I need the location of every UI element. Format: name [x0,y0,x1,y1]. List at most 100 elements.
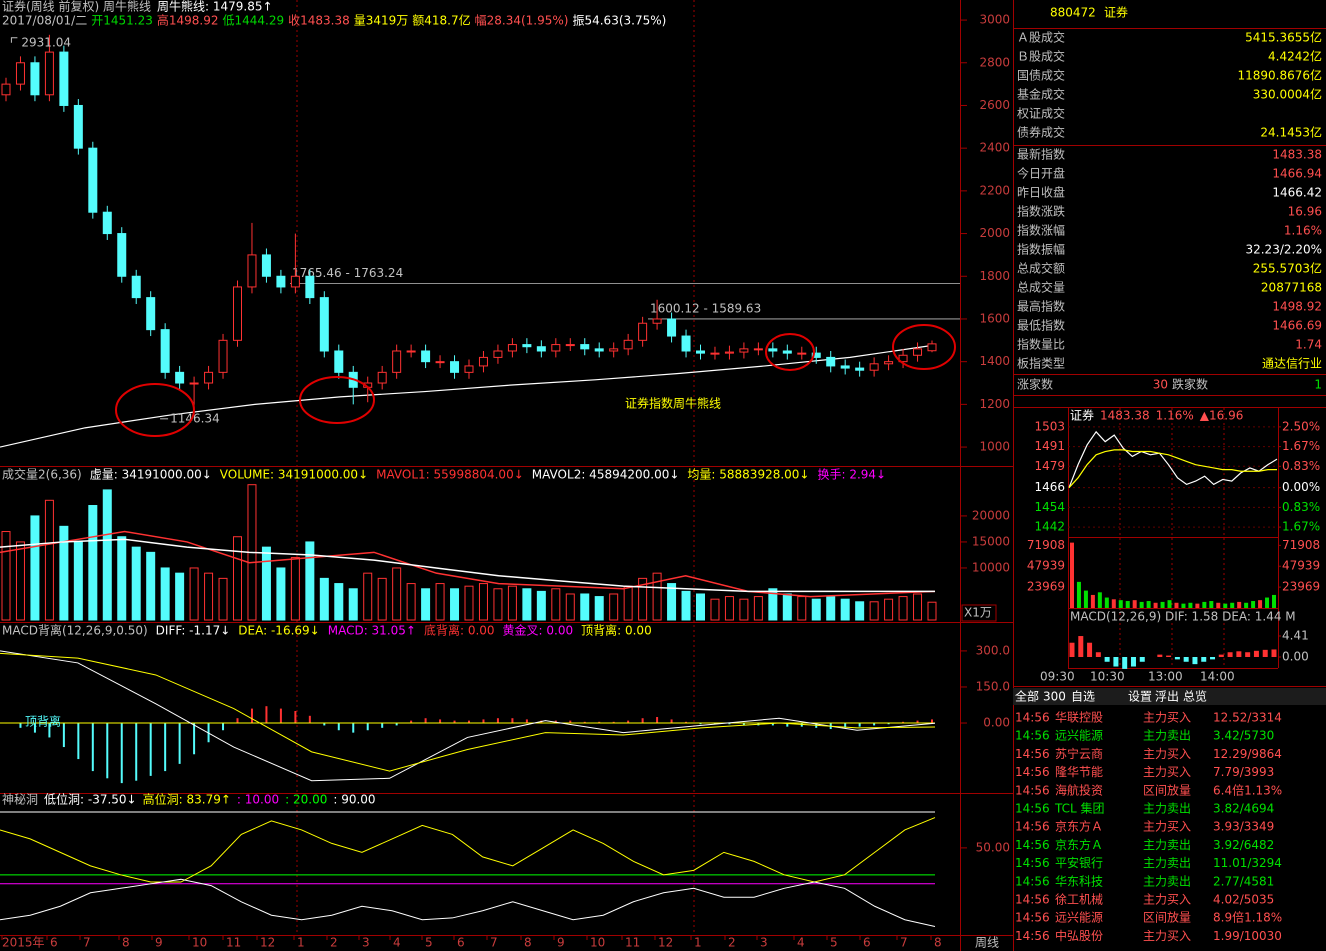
header-text: 1483.38 [1100,409,1150,423]
header-text: 1.16% [1156,409,1194,423]
macd-bar [685,721,688,724]
x-tick-label: 10 [192,936,207,950]
x-tick-label: 11 [625,936,640,950]
y-tick-label: 0.83% [1282,500,1320,514]
macd-bar [381,723,384,728]
trade-time: 14:56 [1015,783,1050,797]
candle-body [319,297,329,352]
candle-body [233,286,242,341]
volume-bar [739,598,749,621]
y-tick-label: 1454 [1034,500,1065,514]
trade-time: 14:56 [1015,747,1050,761]
stat-label: 今日开盘 [1017,166,1065,181]
volume-bar [233,536,242,621]
y-tick-label: 4.41 [1282,629,1309,643]
candle-body [536,346,546,352]
header-text: ▲16.96 [1200,409,1244,423]
volume-bar [59,525,69,621]
macd-bar [178,723,181,764]
tab[interactable]: 浮出 [1155,690,1179,704]
x-tick-label: 7 [83,936,91,950]
macd-bar [453,720,456,724]
volume-bar [218,577,228,621]
stat-label: 指数涨跌 [1017,204,1065,219]
candle-body [247,254,257,288]
low-label: 1146.34 [170,411,220,425]
level-label: 1765.46 - 1763.24 [292,266,403,280]
x-tick-label: 8 [524,936,532,950]
stat-value: 4.4242亿 [1268,49,1322,64]
trade-name: 华联控股 [1055,711,1103,725]
volume-bar [117,536,127,621]
trade-type: 主力买入 [1143,765,1191,779]
y-tick-label: 300.0 [976,643,1010,657]
volume-bar [594,596,604,621]
y-tick-label: 10000 [972,560,1010,574]
stat-value: 11890.8676亿 [1237,68,1322,83]
tab[interactable]: 设置 [1128,690,1152,704]
stat-value: 1.16% [1284,224,1322,238]
tab[interactable]: 300 [1043,690,1066,704]
macd-bar [482,719,485,724]
highlight-circles [115,324,956,437]
trade-type: 区间放量 [1143,910,1191,925]
candle-body [261,254,271,277]
trade-time: 14:56 [1015,838,1050,852]
candle-body [811,352,821,358]
macd-bar [149,723,152,776]
volume-bar [927,601,937,621]
trade-name: 徐工机械 [1055,892,1103,907]
header-text: 开1451.23 [91,14,153,28]
trade-value: 8.9倍1.18% [1213,910,1282,925]
macd-bar [598,721,601,724]
trade-time: 14:56 [1015,820,1050,834]
y-tick-label: 0.00 [983,716,1010,730]
volume-bar [44,499,54,621]
candle-body [15,62,25,85]
y-tick-label: 20000 [972,508,1010,522]
macd-bar [916,720,919,724]
y-tick-label: 1600 [979,311,1010,325]
volume-bar [450,588,460,621]
volume-bar [73,541,83,621]
high-hole-line [0,817,936,883]
mavol2-line [0,538,935,593]
x-tick-label: 2015年 [2,936,45,950]
y-tick-label: 2.50% [1282,419,1320,433]
volume-bar [638,577,648,621]
x-tick-label: 9 [155,936,163,950]
trade-name: 平安银行 [1055,855,1103,870]
candle-body [782,350,792,354]
macd-bar [742,723,745,726]
header-text: 高1498.92 [157,13,219,28]
candle-body [160,329,170,373]
volume-bar [319,577,329,621]
diff-line [0,650,936,782]
macd-bar [193,723,196,755]
volume-bar [435,583,445,621]
header-text: 低位洞: -37.50↓ [44,792,137,807]
candle-body [493,350,503,358]
x-tick-label: 5 [425,936,433,950]
volume-bar [913,593,923,621]
header-text: 收1483.38 [288,14,350,28]
candle-body [421,350,431,363]
trade-time: 14:56 [1015,856,1050,870]
y-tick-label: 150.0 [976,679,1010,693]
tab[interactable]: 自选 [1071,690,1095,704]
trade-time: 14:56 [1015,711,1050,725]
trade-type: 主力买入 [1143,747,1191,761]
stat-label: 指数涨幅 [1017,223,1065,238]
macd-bar [699,723,702,725]
volume-bar [565,593,575,621]
tab[interactable]: 全部 [1015,689,1039,704]
candle-body [131,275,141,299]
macd-bar [337,723,340,731]
candle-body [884,361,894,365]
tab[interactable]: 总览 [1183,689,1207,704]
volume-bar [363,572,373,621]
trade-type: 主力买入 [1143,929,1191,943]
macd-bar [844,723,847,728]
annotation: 证券指数周牛熊线 [625,396,721,411]
